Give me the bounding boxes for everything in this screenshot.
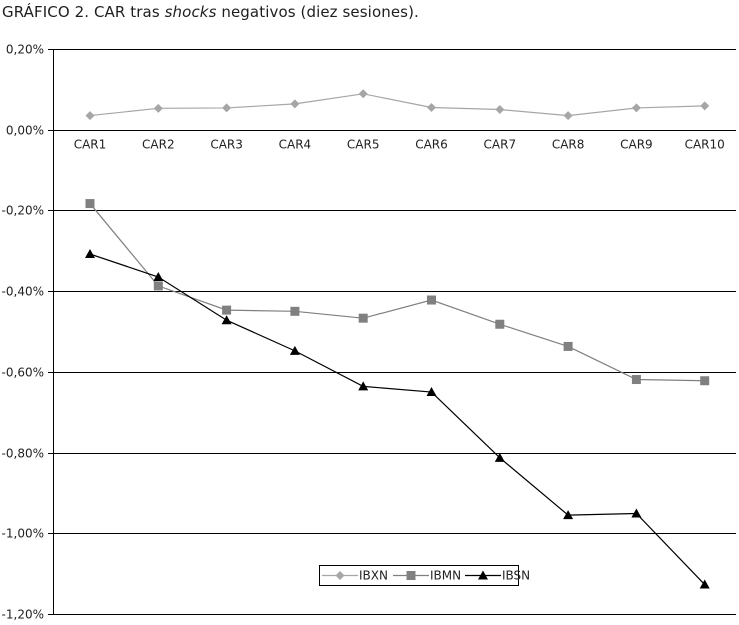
data-point-ibsn bbox=[631, 508, 642, 518]
x-tick-label: CAR6 bbox=[415, 138, 448, 152]
y-tick-label: -0,60% bbox=[2, 366, 44, 380]
data-point-ibxn bbox=[358, 89, 368, 99]
x-tick-label: CAR3 bbox=[210, 138, 243, 152]
series-lines bbox=[85, 89, 710, 589]
data-point-ibmn bbox=[700, 376, 710, 386]
legend-label-ibxn: IBXN bbox=[359, 569, 388, 583]
data-point-ibsn bbox=[221, 315, 232, 325]
data-point-ibxn bbox=[427, 103, 436, 113]
x-tick-label: CAR1 bbox=[74, 138, 107, 152]
data-point-ibmn bbox=[153, 281, 163, 291]
data-point-ibsn bbox=[153, 272, 164, 282]
legend-marker-ibxn bbox=[335, 571, 345, 580]
data-point-ibxn bbox=[700, 101, 710, 111]
data-point-ibsn bbox=[85, 249, 95, 259]
data-point-ibsn bbox=[358, 381, 369, 391]
x-tick-label: CAR5 bbox=[347, 138, 380, 152]
series-ibmn bbox=[85, 199, 710, 386]
data-point-ibxn bbox=[563, 111, 573, 121]
legend-entry-ibsn: IBSN bbox=[465, 569, 530, 583]
series-line-ibsn bbox=[89, 253, 706, 585]
data-point-ibxn bbox=[85, 111, 95, 121]
y-tick-label: -0,40% bbox=[2, 285, 44, 299]
legend-marker-ibmn bbox=[406, 571, 416, 580]
legend-label-ibsn: IBSN bbox=[502, 569, 530, 583]
data-point-ibmn bbox=[85, 199, 95, 209]
data-point-ibsn bbox=[563, 510, 574, 520]
chart-title-prefix: GRÁFICO 2. CAR tras bbox=[2, 3, 165, 21]
data-point-ibmn bbox=[631, 375, 641, 385]
legend-entry-ibxn: IBXN bbox=[322, 569, 388, 583]
x-tick-label: CAR10 bbox=[685, 138, 725, 152]
data-point-ibsn bbox=[289, 345, 300, 355]
x-tick-label: CAR2 bbox=[142, 138, 175, 152]
data-point-ibmn bbox=[290, 306, 300, 316]
data-point-ibmn bbox=[222, 305, 232, 315]
axes bbox=[48, 49, 54, 615]
data-point-ibmn bbox=[563, 341, 573, 351]
data-point-ibsn bbox=[494, 452, 505, 462]
legend: IBXN IBMN IBSN bbox=[319, 565, 530, 586]
data-point-ibsn bbox=[426, 387, 437, 397]
legend-marker-ibsn bbox=[478, 570, 488, 580]
gridlines bbox=[53, 49, 736, 615]
y-tick-label: 0,20% bbox=[6, 43, 44, 57]
y-tick-label: -0,20% bbox=[2, 204, 44, 218]
x-tick-label: CAR7 bbox=[484, 138, 517, 152]
y-tick-label: -1,00% bbox=[2, 527, 44, 541]
y-tick-label: 0,00% bbox=[6, 124, 44, 138]
data-point-ibmn bbox=[427, 295, 436, 305]
chart-title-emphasis: shocks bbox=[164, 3, 217, 21]
series-line-ibxn bbox=[89, 93, 705, 117]
data-point-ibxn bbox=[222, 103, 232, 113]
data-point-ibxn bbox=[290, 99, 300, 109]
data-point-ibxn bbox=[495, 105, 505, 115]
series-ibsn bbox=[85, 249, 710, 589]
y-tick-label: -1,20% bbox=[2, 608, 44, 622]
chart-title: GRÁFICO 2. CAR tras shocks negativos (di… bbox=[2, 3, 419, 21]
x-tick-label: CAR4 bbox=[279, 138, 312, 152]
data-point-ibxn bbox=[631, 103, 641, 113]
legend-label-ibmn: IBMN bbox=[430, 569, 461, 583]
data-point-ibmn bbox=[358, 313, 368, 323]
series-ibxn bbox=[85, 89, 710, 121]
x-tick-label: CAR9 bbox=[620, 138, 653, 152]
legend-entry-ibmn: IBMN bbox=[393, 569, 461, 583]
x-tick-label: CAR8 bbox=[552, 138, 585, 152]
data-point-ibsn bbox=[699, 579, 710, 589]
chart-title-suffix: negativos (diez sesiones). bbox=[216, 3, 419, 21]
x-axis-tick-labels: CAR1 CAR2 CAR3 CAR4 CAR5 CAR6 CAR7 CAR8 CAR9 CAR1… bbox=[74, 138, 725, 152]
y-axis-tick-labels: 0,20% 0,00% -0,20% -0,40% -0,60% -0,80% -1,00%… bbox=[2, 43, 44, 622]
data-point-ibmn bbox=[495, 319, 505, 329]
y-tick-label: -0,80% bbox=[2, 447, 44, 461]
data-point-ibxn bbox=[153, 103, 163, 113]
